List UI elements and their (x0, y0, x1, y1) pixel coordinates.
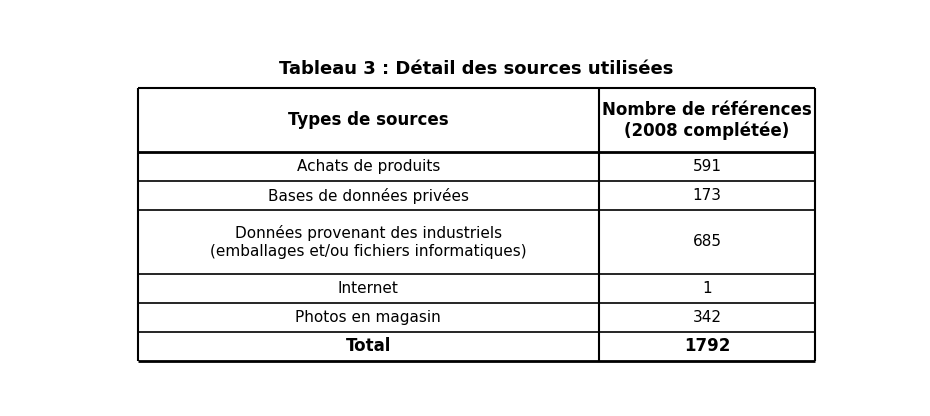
Text: Photos en magasin: Photos en magasin (296, 310, 441, 324)
Text: Internet: Internet (338, 281, 399, 296)
Text: 173: 173 (693, 188, 722, 203)
Text: 1792: 1792 (684, 337, 730, 355)
Text: 342: 342 (693, 310, 722, 324)
Text: Types de sources: Types de sources (288, 111, 448, 129)
Text: Achats de produits: Achats de produits (297, 159, 440, 174)
Text: Bases de données privées: Bases de données privées (268, 188, 469, 203)
Text: Total: Total (346, 337, 391, 355)
Text: Données provenant des industriels
(emballages et/ou fichiers informatiques): Données provenant des industriels (embal… (210, 225, 526, 259)
Text: 591: 591 (693, 159, 722, 174)
Text: 1: 1 (702, 281, 711, 296)
Text: Nombre de références
(2008 complétée): Nombre de références (2008 complétée) (602, 101, 812, 140)
Text: 685: 685 (693, 234, 722, 249)
Text: Tableau 3 : Détail des sources utilisées: Tableau 3 : Détail des sources utilisées (279, 60, 674, 78)
